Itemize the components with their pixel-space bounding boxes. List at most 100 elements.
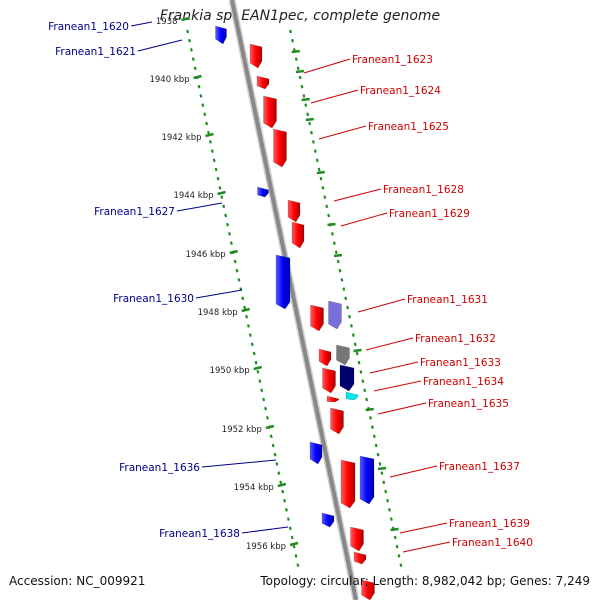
gene-label-right[interactable]: Franean1_1640 — [452, 537, 533, 549]
gene-label-right[interactable]: Franean1_1632 — [415, 333, 496, 345]
track-dot — [393, 535, 397, 540]
track-dot — [294, 57, 298, 61]
kbp-label: 1950 kbp — [210, 366, 250, 376]
track-dot — [277, 471, 281, 475]
gene-arrow[interactable] — [345, 391, 359, 401]
gene-label-right[interactable]: Franean1_1628 — [383, 184, 464, 196]
track-dot — [374, 443, 378, 448]
gene-label-right[interactable]: Franean1_1633 — [420, 357, 501, 369]
gene-arrow[interactable] — [353, 551, 367, 565]
gene-arrow[interactable] — [359, 455, 375, 505]
track-dot — [336, 259, 340, 264]
gene-arrow[interactable] — [339, 364, 355, 392]
gene-arrow[interactable] — [361, 579, 375, 600]
kbp-label: 1954 kbp — [234, 483, 274, 493]
gene-arrow[interactable] — [322, 367, 336, 394]
gene-label-right[interactable]: Franean1_1637 — [439, 461, 520, 473]
major-tick — [265, 424, 275, 430]
track-dot — [220, 195, 224, 199]
track-dot — [193, 66, 197, 71]
track-dot — [208, 140, 212, 144]
minor-tick — [291, 49, 300, 54]
track-dot — [237, 278, 241, 282]
gene-arrow[interactable] — [330, 407, 344, 435]
track-dot — [290, 535, 294, 540]
gene-label-right[interactable]: Franean1_1631 — [407, 294, 488, 306]
track-dot — [361, 379, 365, 383]
leader-line — [340, 212, 388, 227]
track-dot — [355, 351, 359, 356]
gene-label-right[interactable]: Franean1_1623 — [352, 54, 433, 66]
gene-label-left[interactable]: Franean1_1627 — [94, 206, 175, 218]
track-dot — [275, 462, 279, 466]
gene-arrow[interactable] — [310, 304, 324, 332]
track-dot — [191, 57, 195, 61]
track-dot — [349, 324, 353, 328]
gene-arrow[interactable] — [350, 526, 364, 552]
gene-arrow[interactable] — [215, 25, 227, 45]
track-dot — [186, 29, 190, 34]
gene-label-left[interactable]: Franean1_1620 — [48, 21, 129, 33]
gene-arrow[interactable] — [309, 441, 323, 465]
gene-arrow[interactable] — [336, 344, 350, 366]
track-dot — [386, 498, 390, 503]
leader-line — [318, 125, 367, 140]
track-dot — [291, 38, 294, 43]
gene-arrow[interactable] — [273, 128, 287, 168]
gene-arrow[interactable] — [256, 75, 270, 90]
gene-arrow[interactable] — [321, 512, 335, 528]
gene-label-right[interactable]: Franean1_1629 — [389, 208, 470, 220]
track-dot — [332, 241, 336, 245]
major-tick — [217, 190, 226, 196]
gene-label-left[interactable]: Franean1_1638 — [159, 528, 240, 540]
major-tick — [253, 365, 262, 371]
track-dot — [348, 314, 352, 319]
track-dot — [363, 388, 367, 393]
gene-arrow[interactable] — [287, 199, 301, 223]
genome-title: Frankia sp. EAN1pec, complete genome — [159, 8, 441, 24]
track-dot — [283, 498, 287, 503]
gene-arrow[interactable] — [291, 221, 305, 249]
gene-label-right[interactable]: Franean1_1625 — [368, 121, 449, 133]
gene-label-right[interactable]: Franean1_1639 — [449, 518, 530, 530]
track-dot — [330, 232, 334, 236]
major-tick — [181, 16, 190, 22]
gene-arrow[interactable] — [340, 459, 356, 509]
leader-line — [130, 21, 153, 27]
gene-arrow[interactable] — [326, 395, 340, 403]
track-dot — [397, 554, 401, 558]
track-dot — [346, 305, 350, 310]
track-dot — [399, 563, 403, 567]
track-dot — [311, 140, 315, 144]
track-dot — [233, 259, 237, 264]
gene-label-left[interactable]: Franean1_1621 — [55, 46, 136, 58]
gene-label-right[interactable]: Franean1_1635 — [428, 398, 509, 410]
track-dot — [210, 149, 214, 153]
gene-arrow[interactable] — [318, 348, 332, 367]
minor-tick — [377, 466, 387, 471]
track-dot — [302, 94, 306, 98]
major-tick — [277, 482, 287, 488]
gene-arrow[interactable] — [257, 186, 269, 198]
track-dot — [245, 314, 249, 319]
minor-tick — [333, 253, 343, 258]
gene-label-left[interactable]: Franean1_1630 — [113, 293, 194, 305]
track-dot — [197, 84, 201, 89]
leader-line — [389, 465, 438, 478]
track-dot — [252, 351, 256, 356]
leader-line — [402, 541, 451, 553]
track-dot — [325, 204, 329, 209]
track-dot — [327, 213, 331, 218]
gene-label-right[interactable]: Franean1_1634 — [423, 376, 504, 388]
track-dot — [382, 480, 386, 485]
gene-label-left[interactable]: Franean1_1636 — [119, 462, 200, 474]
gene-arrow[interactable] — [263, 95, 277, 129]
gene-arrow[interactable] — [328, 300, 342, 330]
gene-arrow[interactable] — [275, 254, 291, 310]
gene-arrow[interactable] — [249, 43, 263, 69]
gene-label-right[interactable]: Franean1_1624 — [360, 85, 441, 97]
track-dot — [289, 29, 293, 34]
leader-line — [195, 289, 243, 299]
major-tick — [289, 541, 299, 547]
